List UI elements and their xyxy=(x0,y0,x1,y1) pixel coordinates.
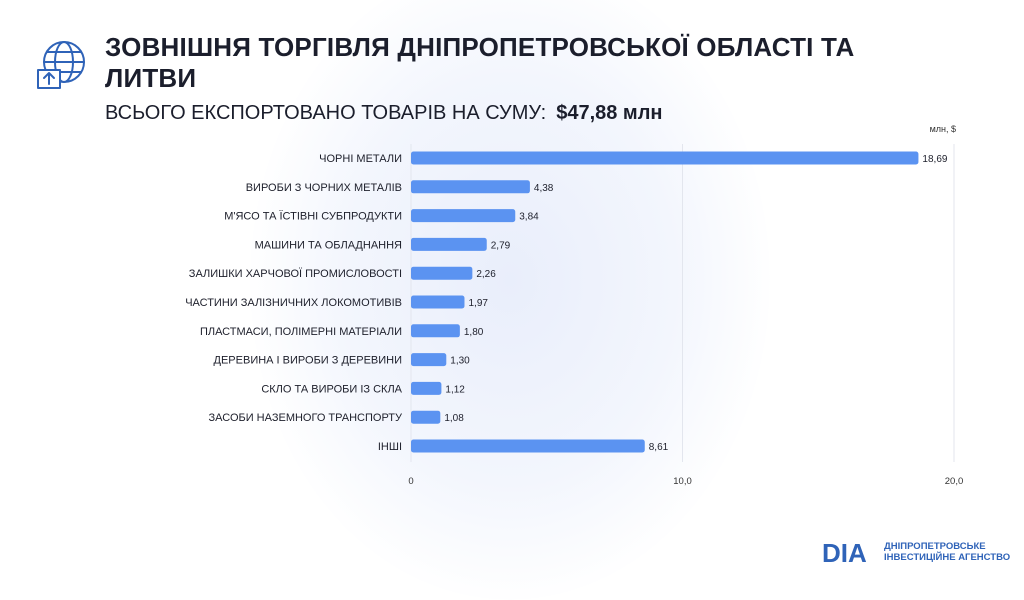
label-layer: 0 10,0 20,0 ЧОРНІ МЕТАЛИ 18,69 ВИРОБИ З ЧОРНИ… xyxy=(185,153,963,487)
logo-line-1: ДНІПРОПЕТРОВСЬКЕ xyxy=(884,541,986,552)
bar xyxy=(411,295,465,309)
category-label: СКЛО ТА ВИРОБИ ІЗ СКЛА xyxy=(261,383,402,395)
value-label: 8,61 xyxy=(649,442,669,453)
export-total: $47,88 млн xyxy=(556,102,663,124)
x-tick-label: 20,0 xyxy=(945,476,964,487)
page-title: ЗОВНІШНЯ ТОРГІВЛЯ ДНІПРОПЕТРОВСЬКОЇ ОБЛА… xyxy=(105,32,855,93)
category-label: ЗАСОБИ НАЗЕМНОГО ТРАНСПОРТУ xyxy=(209,412,404,424)
category-label: ЧОРНІ МЕТАЛИ xyxy=(319,153,402,165)
category-label: ЗАЛИШКИ ХАРЧОВОЇ ПРОМИСЛОВОСТІ xyxy=(189,268,402,280)
category-label: ЧАСТИНИ ЗАЛІЗНИЧНИХ ЛОКОМОТИВІВ xyxy=(185,297,402,309)
svg-text:DIA: DIA xyxy=(822,539,867,565)
value-label: 2,79 xyxy=(491,240,511,251)
bar-layer xyxy=(411,151,919,453)
category-label: М'ЯСО ТА ЇСТІВНІ СУБПРОДУКТИ xyxy=(224,211,402,223)
value-label: 3,84 xyxy=(519,212,539,223)
bar xyxy=(411,381,442,395)
category-label: ІНШІ xyxy=(378,441,402,453)
dia-logo: DIA ДНІПРОПЕТРОВСЬКЕ ІНВЕСТИЦІЙНЕ АГЕНСТ… xyxy=(822,537,1010,567)
value-label: 1,97 xyxy=(468,298,488,309)
bar xyxy=(411,353,447,367)
x-tick-label: 0 xyxy=(408,476,413,487)
bar xyxy=(411,237,487,251)
bar xyxy=(411,266,473,280)
bar-chart: 0 10,0 20,0 ЧОРНІ МЕТАЛИ 18,69 ВИРОБИ З ЧОРНИ… xyxy=(185,124,963,487)
bar xyxy=(411,324,460,338)
value-label: 2,26 xyxy=(476,269,496,280)
x-tick-label: 10,0 xyxy=(673,476,692,487)
category-label: МАШИНИ ТА ОБЛАДНАННЯ xyxy=(255,239,402,251)
category-label: ДЕРЕВИНА І ВИРОБИ З ДЕРЕВИНИ xyxy=(214,355,402,367)
value-label: 1,12 xyxy=(445,384,465,395)
subtitle-label: ВСЬОГО ЕКСПОРТОВАНО ТОВАРІВ НА СУМУ: xyxy=(105,102,547,124)
bar xyxy=(411,410,441,424)
unit-label: млн, $ xyxy=(930,124,956,134)
logo-line-2: ІНВЕСТИЦІЙНЕ АГЕНСТВО xyxy=(884,552,1011,563)
value-label: 1,08 xyxy=(444,413,464,424)
category-label: ВИРОБИ З ЧОРНИХ МЕТАЛІВ xyxy=(246,182,402,194)
bar xyxy=(411,151,919,165)
value-label: 18,69 xyxy=(922,154,947,165)
globe-export-icon xyxy=(37,41,85,89)
value-label: 1,80 xyxy=(464,327,484,338)
bar xyxy=(411,209,516,223)
bar xyxy=(411,439,645,453)
bar xyxy=(411,180,530,194)
background-glow xyxy=(250,0,770,600)
dia-logo-mark: DIA xyxy=(822,539,867,565)
category-label: ПЛАСТМАСИ, ПОЛІМЕРНІ МАТЕРІАЛИ xyxy=(200,326,402,338)
value-label: 1,30 xyxy=(450,356,470,367)
logo-text: ДНІПРОПЕТРОВСЬКЕ ІНВЕСТИЦІЙНЕ АГЕНСТВО xyxy=(884,541,1010,563)
value-label: 4,38 xyxy=(534,183,554,194)
subtitle: ВСЬОГО ЕКСПОРТОВАНО ТОВАРІВ НА СУМУ: $47,… xyxy=(105,100,663,126)
